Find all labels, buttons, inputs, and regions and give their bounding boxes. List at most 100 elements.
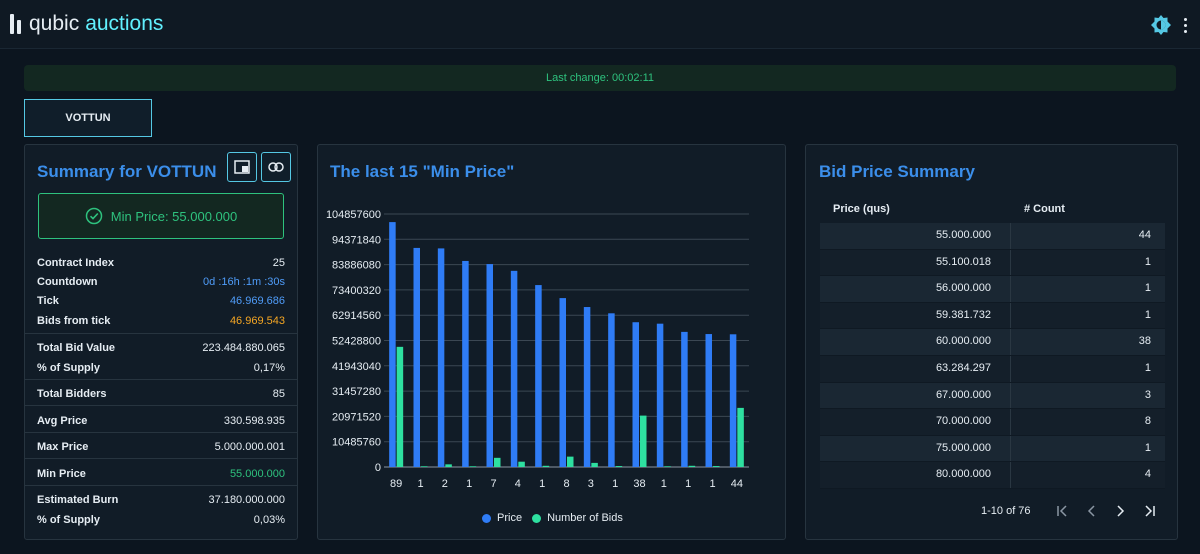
table-row[interactable]: 55.100.018 1 [820,249,1165,277]
legend-bids-label[interactable]: Number of Bids [547,512,623,524]
stat-value: 85 [272,388,285,400]
min-price-box: Min Price: 55.000.000 [38,193,284,239]
last-page-icon[interactable] [1139,501,1159,521]
price-cell: 80.000.000 [820,462,1011,488]
stat-value: 0,17% [253,362,285,374]
stat-label: Estimated Burn [37,494,119,506]
count-cell: 1 [1144,282,1151,295]
table-row[interactable]: 56.000.000 1 [820,276,1165,303]
stat-label: Avg Price [37,415,88,427]
stat-tick: Tick 46.969.686 [37,292,285,310]
stat-avg-price: Avg Price 330.598.935 [37,412,285,430]
first-page-icon[interactable] [1053,501,1073,521]
stat-pct-supply: % of Supply 0,17% [37,359,285,377]
count-cell: 1 [1144,308,1151,321]
table-row[interactable]: 55.000.000 44 [820,223,1165,250]
stat-label: Max Price [37,441,89,453]
table-row[interactable]: 59.381.732 1 [820,302,1165,330]
top-bar: qubic auctions [0,0,1200,49]
prev-page-icon[interactable] [1082,501,1102,521]
count-cell: 4 [1144,468,1151,481]
summary-title: Summary for VOTTUN [37,162,217,181]
stat-value: 0d :16h :1m :30s [203,276,285,288]
stat-label: Contract Index [37,257,115,269]
stat-label: Bids from tick [37,315,111,327]
tab-vottun[interactable]: VOTTUN [24,99,152,137]
brand-name: qubic [29,12,80,35]
table-row[interactable]: 80.000.000 4 [820,462,1165,489]
stat-label: Total Bidders [37,388,107,400]
stat-label: % of Supply [37,514,100,526]
divider [25,405,297,406]
summary-panel: Summary for VOTTUN Min Price: 55.000.000… [24,144,298,540]
table-row[interactable]: 60.000.000 38 [820,329,1165,356]
last-change-banner: Last change: 00:02:11 [24,65,1176,91]
stat-label: Total Bid Value [37,342,116,354]
divider [25,458,297,459]
table-row[interactable]: 63.284.297 1 [820,356,1165,383]
stat-label: % of Supply [37,362,100,374]
stat-total-bid-value: Total Bid Value 223.484.880.065 [37,339,285,357]
link-icon [268,162,284,172]
price-cell: 70.000.000 [820,409,1011,435]
legend-price-label[interactable]: Price [497,512,523,524]
stat-label: Min Price [37,468,86,480]
table-row[interactable]: 75.000.000 1 [820,435,1165,463]
count-cell: 38 [1138,335,1151,348]
copy-link-button[interactable] [261,152,291,182]
stat-label: Countdown [37,276,98,288]
price-cell: 55.000.000 [820,223,1011,249]
table-row[interactable]: 67.000.000 3 [820,382,1165,410]
count-cell: 1 [1144,255,1151,268]
stat-value: 55.000.000 [229,468,285,480]
stat-value: 5.000.000.001 [214,441,285,453]
count-cell: 1 [1144,362,1151,374]
price-cell: 75.000.000 [820,435,1011,462]
chart-panel: The last 15 "Min Price" [317,144,786,540]
next-page-icon[interactable] [1110,501,1130,521]
legend-bids-dot [532,513,542,523]
stat-value: 25 [272,257,285,269]
stat-estimated-burn: Estimated Burn 37.180.000.000 [37,491,285,509]
brand-accent: auctions [85,12,164,35]
price-cell: 55.100.018 [820,249,1011,276]
legend-price-dot [482,513,491,523]
stat-countdown: Countdown 0d :16h :1m :30s [37,273,285,291]
stat-label: Tick [37,295,59,307]
bid-summary-title: Bid Price Summary [819,162,975,181]
price-column-header[interactable]: Price (qus) [833,203,890,215]
open-window-button[interactable] [227,152,257,182]
app-logo[interactable]: qubic auctions [10,12,163,36]
count-cell: 3 [1144,388,1151,401]
price-cell: 56.000.000 [820,276,1011,302]
bid-summary-panel: Bid Price Summary Price (qus) # Count 55… [805,144,1178,540]
price-cell: 63.284.297 [820,356,1011,382]
stat-max-price: Max Price 5.000.000.001 [37,438,285,456]
stat-contract-index: Contract Index 25 [37,254,285,272]
theme-toggle-icon[interactable] [1150,14,1172,36]
price-cell: 60.000.000 [820,329,1011,355]
stat-value: 46.969.686 [229,295,285,307]
stat-value: 0,03% [253,514,285,526]
divider [25,485,297,486]
count-cell: 44 [1138,229,1151,241]
table-row[interactable]: 70.000.000 8 [820,409,1165,436]
stat-bids-from-tick: Bids from tick 46.969.543 [37,312,285,330]
chart-legend: Price Number of Bids [482,512,623,524]
stat-value: 37.180.000.000 [208,494,285,506]
stat-value: 330.598.935 [223,415,285,427]
count-column-header[interactable]: # Count [1024,203,1065,215]
price-cell: 59.381.732 [820,302,1011,329]
stat-min-price: Min Price 55.000.000 [37,465,285,483]
stat-value: 46.969.543 [229,315,285,327]
more-menu-icon[interactable] [1178,13,1192,37]
divider [25,432,297,433]
stat-value: 223.484.880.065 [202,342,285,354]
divider [25,379,297,380]
divider [25,333,297,334]
pagination-range: 1-10 of 76 [981,505,1031,517]
price-cell: 67.000.000 [820,382,1011,409]
chart-title: The last 15 "Min Price" [330,162,515,181]
count-cell: 1 [1144,441,1151,454]
min-price-text: Min Price: 55.000.000 [110,208,238,224]
